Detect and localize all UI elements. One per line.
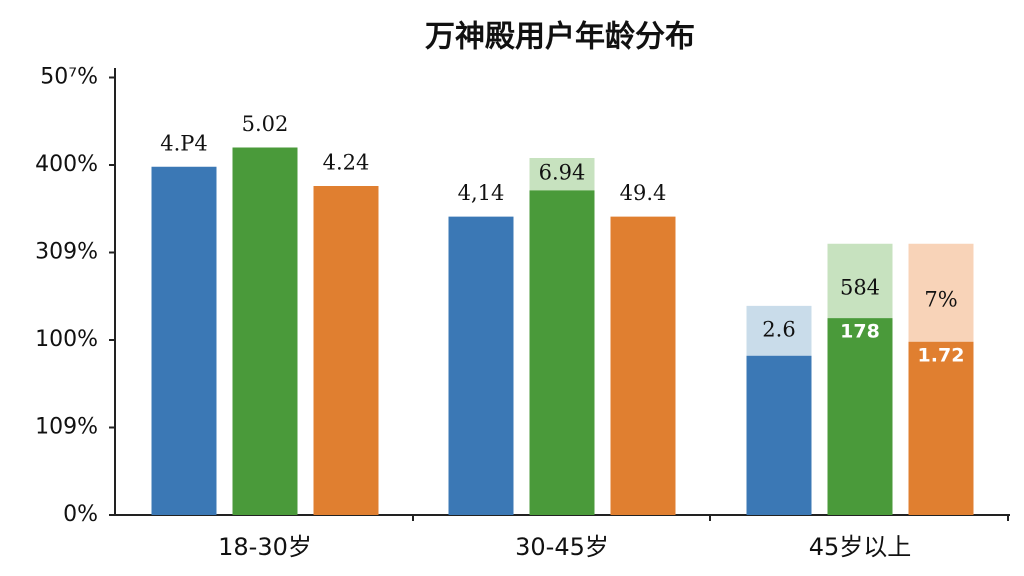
- y-tick-label: 400%: [35, 152, 98, 177]
- value-label: 4.24: [323, 151, 370, 175]
- upper-label: 584: [840, 275, 880, 299]
- bar: [313, 186, 379, 515]
- value-label: 4,14: [458, 181, 505, 205]
- bar: [827, 318, 893, 515]
- value-label: 5.02: [242, 112, 289, 136]
- upper-label: 7%: [924, 287, 957, 311]
- y-tick-label: 50⁷%: [40, 65, 98, 90]
- x-tick-label: 45岁以上: [809, 533, 912, 561]
- x-tick-label: 30-45岁: [515, 533, 609, 561]
- y-tick-label: 109%: [35, 415, 98, 440]
- bar: [151, 166, 217, 515]
- upper-label: 2.6: [762, 317, 795, 341]
- chart-title: 万神殿用户年龄分布: [425, 20, 695, 55]
- bar: [529, 190, 595, 515]
- y-tick-label: 309%: [35, 240, 98, 265]
- bar-extension: [529, 158, 595, 191]
- value-label: 178: [840, 321, 880, 343]
- bar-extension: [827, 243, 893, 319]
- bar: [448, 216, 514, 515]
- value-label: 49.4: [620, 181, 667, 205]
- bar-extension: [746, 305, 812, 356]
- bar: [610, 216, 676, 515]
- bar: [232, 147, 298, 515]
- value-label: 4.P4: [160, 131, 208, 155]
- upper-label: 6.94: [539, 161, 586, 185]
- bar: [908, 341, 974, 515]
- y-tick-label: 0%: [63, 502, 98, 527]
- bar: [746, 355, 812, 515]
- value-label: 1.72: [918, 344, 965, 366]
- x-tick-label: 18-30岁: [218, 533, 312, 561]
- y-tick-label: 100%: [35, 327, 98, 352]
- bar-extension: [908, 243, 974, 342]
